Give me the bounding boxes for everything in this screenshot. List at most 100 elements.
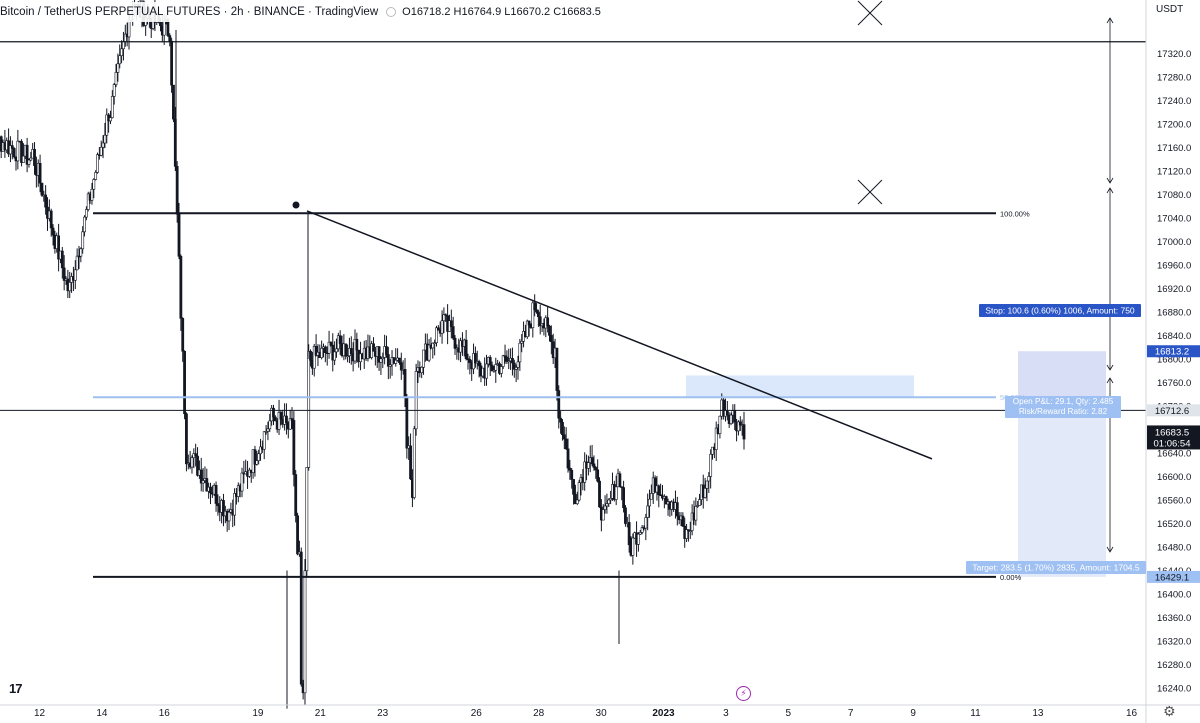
candle-body — [314, 346, 318, 356]
candle-body — [248, 469, 251, 477]
stop-label[interactable]: Stop: 100.6 (0.60%) 1006, Amount: 750 — [979, 304, 1141, 317]
candle-body — [185, 413, 188, 465]
candle-body — [338, 335, 342, 344]
candle-body — [329, 341, 333, 346]
target-label-text: Target: 283.5 (1.70%) 2835, Amount: 1704… — [972, 563, 1140, 573]
candle-body — [603, 505, 607, 510]
candle-body — [538, 316, 542, 327]
lightning-event-icon[interactable]: ⚡ — [736, 686, 751, 701]
y-tick-label: 17040.0 — [1157, 214, 1191, 225]
candle-body — [531, 302, 535, 328]
entry-price-tag[interactable]: 16712.6 — [1147, 404, 1200, 417]
candle-body — [103, 134, 107, 144]
y-tick-label: 17160.0 — [1157, 143, 1191, 154]
candle-body — [583, 461, 587, 483]
candle-body — [664, 496, 668, 505]
candle-body — [9, 145, 12, 155]
candle-body — [575, 499, 579, 504]
candle-body — [114, 72, 118, 85]
candle-body — [675, 502, 679, 517]
x-mark-icon[interactable] — [857, 0, 883, 26]
candle-body — [323, 346, 327, 353]
symbol-header[interactable]: Bitcoin / TetherUS PERPETUAL FUTURES · 2… — [0, 2, 607, 22]
stop-label-bg — [979, 304, 1141, 317]
candle-body — [12, 148, 16, 158]
candle-body — [649, 493, 653, 500]
current-price-tag[interactable]: 16683.501:06:54 — [1147, 425, 1200, 450]
candle-body — [272, 407, 275, 418]
candle-body — [403, 369, 407, 398]
candle-body — [555, 347, 559, 391]
candle-body — [86, 193, 90, 210]
candle-body — [468, 359, 472, 363]
candle-body — [75, 255, 79, 271]
candle-body — [703, 488, 707, 498]
candle-body — [83, 216, 86, 233]
candle-body — [685, 529, 688, 539]
y-tick-label: 16840.0 — [1157, 331, 1191, 342]
gear-icon[interactable]: ⚙ — [1163, 703, 1176, 719]
candle-body — [705, 480, 709, 489]
price-axis[interactable]: 16240.016280.016320.016360.016400.016440… — [1145, 0, 1200, 723]
candle-body — [427, 344, 431, 361]
y-tick-label: 17200.0 — [1157, 120, 1191, 131]
target-price-tag[interactable]: 16429.1 — [1147, 570, 1200, 584]
candle-body — [209, 486, 212, 494]
stop-price-tag[interactable]: 16813.2 — [1147, 345, 1200, 358]
arrow-head — [1106, 546, 1114, 553]
x-tick-label: 14 — [96, 708, 108, 719]
candle-body — [536, 311, 540, 318]
arrow-head — [1106, 177, 1114, 184]
currency-label[interactable]: USDT — [1156, 4, 1184, 15]
candle-body — [627, 522, 631, 546]
y-tick-label: 16880.0 — [1157, 308, 1191, 319]
candle-body — [525, 320, 529, 337]
candle-body — [431, 342, 435, 349]
y-tick-label: 16520.0 — [1157, 519, 1191, 530]
candle-body — [120, 48, 123, 57]
candle-body — [68, 282, 72, 292]
candle-body — [488, 357, 492, 366]
tradingview-logo-icon[interactable]: 17 — [9, 681, 23, 696]
candle-body — [388, 364, 392, 367]
candle-body — [557, 390, 561, 419]
candle-body — [412, 428, 416, 498]
candle-body — [112, 84, 116, 97]
candle-body — [707, 476, 711, 482]
candle-body — [640, 527, 644, 533]
candle-body — [453, 337, 457, 349]
chart-labels: 100.00%50.00%0.00%Stop: 100.6 (0.60%) 10… — [292, 201, 1146, 582]
candle-body — [638, 532, 642, 535]
candles — [0, 0, 746, 709]
symbol-title[interactable]: Bitcoin / TetherUS PERPETUAL FUTURES · 2… — [0, 6, 379, 18]
candle-body — [309, 350, 312, 361]
entry-price-tag-text: 16712.6 — [1155, 406, 1189, 417]
pnl-label[interactable] — [1005, 396, 1121, 418]
candle-body — [436, 327, 440, 331]
time-axis[interactable]: 12 14 16 19 21 23 26 28 30 2023 3 5 7 9 11 13 16 — [0, 704, 1200, 719]
candle-body — [688, 530, 692, 532]
candle-body — [277, 411, 281, 430]
candle-body — [499, 366, 503, 374]
candle-body — [38, 162, 42, 184]
candle-body — [398, 357, 401, 363]
candle-body — [503, 355, 507, 358]
descending-trendline[interactable] — [306, 210, 933, 460]
candle-body — [609, 498, 613, 501]
y-tick-label: 16360.0 — [1157, 613, 1191, 624]
countdown-text: 01:06:54 — [1154, 438, 1191, 449]
y-tick-label: 16920.0 — [1157, 284, 1191, 295]
x-tick-label: 26 — [471, 708, 483, 719]
candle-body — [687, 529, 690, 532]
candle-body — [694, 506, 698, 521]
candle-body — [631, 537, 635, 556]
x-mark-icon[interactable] — [857, 179, 883, 205]
candle-body — [492, 369, 496, 372]
candle-body — [205, 478, 209, 492]
candle-body — [586, 462, 590, 469]
candle-body — [473, 353, 477, 364]
drawing-lines[interactable] — [0, 0, 1146, 578]
target-label[interactable]: Target: 283.5 (1.70%) 2835, Amount: 1704… — [966, 561, 1146, 574]
candle-body — [511, 357, 514, 364]
